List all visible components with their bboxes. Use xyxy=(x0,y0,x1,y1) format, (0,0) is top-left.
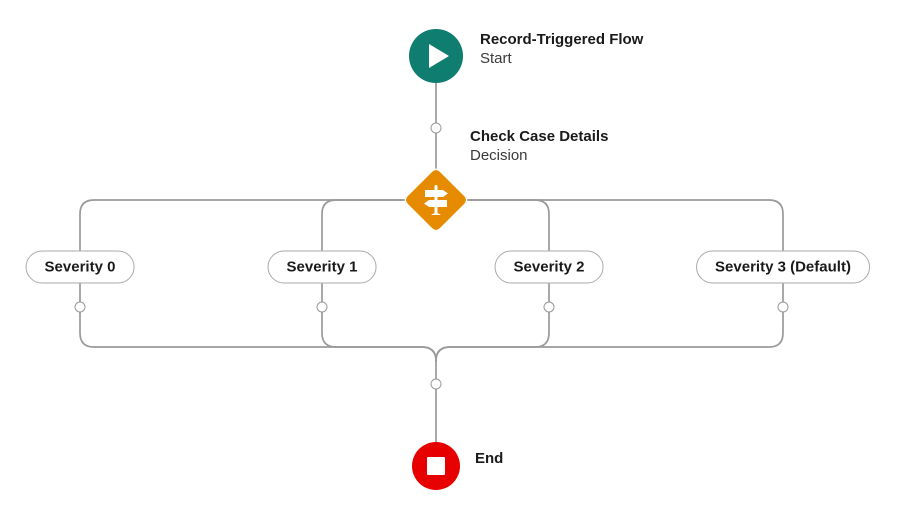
connector-dot xyxy=(544,302,555,313)
start-node-label: Record-Triggered Flow Start xyxy=(480,31,643,67)
outcome-pill[interactable]: Severity 1 xyxy=(268,251,377,284)
end-node-label: End xyxy=(475,450,503,467)
connector-dot xyxy=(317,302,328,313)
connector-dot xyxy=(431,123,442,134)
end-node[interactable] xyxy=(412,442,460,490)
outcome-pill-label: Severity 1 xyxy=(287,259,358,276)
outcome-pill-label: Severity 2 xyxy=(514,259,585,276)
decision-node-label: Check Case Details Decision xyxy=(470,128,608,164)
start-node-subtitle: Start xyxy=(480,50,643,67)
outcome-pill[interactable]: Severity 0 xyxy=(26,251,135,284)
outcome-pill-label: Severity 0 xyxy=(45,259,116,276)
outcome-pill[interactable]: Severity 3 (Default) xyxy=(696,251,870,284)
decision-node[interactable] xyxy=(406,170,466,230)
start-node[interactable] xyxy=(409,29,463,83)
start-node-title: Record-Triggered Flow xyxy=(480,31,643,48)
outcome-pill-label: Severity 3 (Default) xyxy=(715,259,851,276)
outcome-pill[interactable]: Severity 2 xyxy=(495,251,604,284)
decision-node-title: Check Case Details xyxy=(470,128,608,145)
connector-dot xyxy=(75,302,86,313)
connector-dot xyxy=(431,379,442,390)
connector-dot xyxy=(778,302,789,313)
decision-node-subtitle: Decision xyxy=(470,147,608,164)
